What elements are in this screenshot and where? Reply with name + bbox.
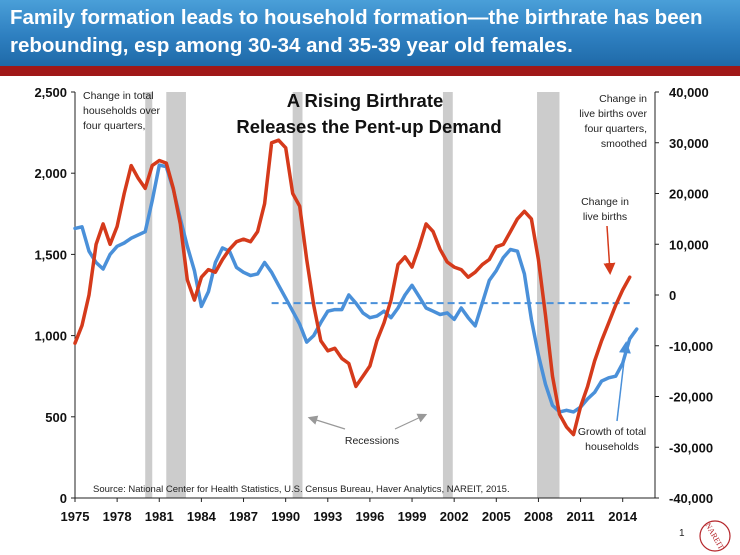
right-tick-label: 10,000	[669, 237, 709, 252]
live-births-arrow	[603, 225, 616, 275]
x-tick-label: 1981	[145, 509, 174, 524]
x-tick-label: 1990	[271, 509, 300, 524]
x-tick-label: 2014	[608, 509, 638, 524]
right-axis-label-line: smoothed	[601, 138, 647, 150]
x-tick-label: 1978	[103, 509, 132, 524]
recession-bar-1	[166, 92, 186, 498]
left-tick-label: 1,000	[34, 329, 67, 344]
birthrate-household-chart: 0 500 1,000 1,500 2,000 2,500 -40,000 -30,000 -2…	[34, 85, 713, 524]
right-tick-label: -10,000	[669, 339, 713, 354]
left-axis-label-line: households over	[83, 105, 161, 117]
x-tick-label: 2011	[566, 509, 594, 524]
right-tick-label: -20,000	[669, 390, 713, 405]
recessions-arrow-right	[394, 413, 428, 430]
left-axis-label-line: four quarters,	[83, 120, 145, 132]
left-tick-label: 1,500	[34, 247, 67, 262]
households-annotation: Growth of total	[578, 426, 646, 438]
nareit-logo: NAREIT	[699, 520, 731, 552]
chart-series	[73, 138, 639, 437]
households-arrow	[616, 341, 631, 422]
chart-axes: 0 500 1,000 1,500 2,000 2,500 -40,000 -30,000 -2…	[34, 85, 713, 524]
recessions-annotation: Recessions	[345, 435, 399, 447]
recession-bar-4	[537, 92, 560, 498]
x-tick-label: 1984	[187, 509, 217, 524]
left-axis-label-line: Change in total	[83, 90, 154, 102]
right-axis-label-line: live births over	[579, 108, 647, 120]
right-axis-label-line: four quarters,	[585, 123, 647, 135]
live-births-annotation: live births	[583, 211, 627, 223]
x-tick-label: 1987	[229, 509, 258, 524]
right-tick-label: 20,000	[669, 187, 709, 202]
recession-bar-2	[292, 92, 303, 498]
recessions-arrow-left	[307, 415, 346, 430]
x-tick-label: 1996	[355, 509, 384, 524]
right-tick-label: 30,000	[669, 136, 709, 151]
recession-bar-0	[145, 92, 153, 498]
left-tick-label: 2,500	[34, 85, 67, 100]
left-tick-label: 2,000	[34, 166, 67, 181]
left-tick-label: 500	[45, 410, 67, 425]
right-axis-label-line: Change in	[599, 93, 647, 105]
right-tick-label: -30,000	[669, 440, 713, 455]
x-tick-label: 1993	[313, 509, 342, 524]
slide-title: Family formation leads to household form…	[10, 6, 703, 57]
right-tick-label: -40,000	[669, 491, 713, 506]
chart-title-line2: Releases the Pent-up Demand	[236, 116, 501, 137]
households-annotation: households	[585, 441, 639, 453]
recession-shading	[145, 92, 560, 498]
right-tick-label: 0	[669, 288, 676, 303]
live-births-annotation: Change in	[581, 196, 629, 208]
title-banner: Family formation leads to household form…	[0, 0, 740, 66]
x-tick-label: 2002	[440, 509, 469, 524]
x-tick-label: 2005	[482, 509, 511, 524]
nareit-logo-text: NAREIT	[703, 521, 726, 551]
accent-bar	[0, 66, 740, 76]
live-births-line	[73, 138, 632, 437]
source-note: Source: National Center for Health Stati…	[93, 484, 510, 495]
x-tick-label: 1999	[398, 509, 427, 524]
chart-title-line1: A Rising Birthrate	[287, 90, 444, 111]
recession-bar-3	[442, 92, 453, 498]
right-tick-label: 40,000	[669, 85, 709, 100]
chart-text: Change in total households over four quart…	[83, 90, 647, 495]
page-number: 1	[679, 528, 685, 539]
left-tick-label: 0	[60, 491, 67, 506]
x-tick-label: 1975	[61, 509, 90, 524]
x-tick-label: 2008	[524, 509, 553, 524]
